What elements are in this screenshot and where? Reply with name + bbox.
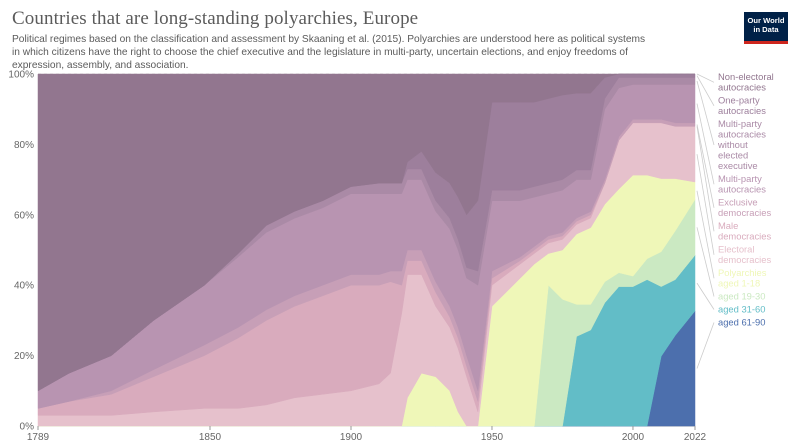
legend-label-one-party-autocracies[interactable]: One-party autocracies bbox=[718, 95, 766, 117]
chart-title: Countries that are long-standing polyarc… bbox=[12, 8, 419, 29]
legend-connector bbox=[696, 322, 715, 369]
legend-connector bbox=[696, 190, 715, 279]
y-tick-label: 100% bbox=[8, 70, 34, 81]
legend-label-multi-party-autocracies[interactable]: Multi-party autocracies bbox=[718, 173, 766, 195]
legend-label-exclusive-democracies[interactable]: Exclusive democracies bbox=[718, 197, 771, 219]
owid-logo[interactable]: Our World in Data bbox=[744, 12, 788, 44]
legend-label-polyarchies-aged-1-18[interactable]: Polyarchies aged 1-18 bbox=[718, 267, 767, 289]
area-non-electoral-autocracies[interactable] bbox=[37, 73, 695, 392]
legend-connector bbox=[696, 73, 715, 83]
y-tick-label: 20% bbox=[14, 351, 34, 362]
legend-label-multi-party-autocracies-without-elected-executive[interactable]: Multi-party autocracies without elected exec… bbox=[717, 118, 766, 171]
logo-line-2: in Data bbox=[753, 25, 779, 34]
legend-label-aged-61-90[interactable]: aged 61-90 bbox=[718, 317, 765, 328]
x-tick-label: 1900 bbox=[340, 432, 363, 443]
chart-subtitle: Political regimes based on the classific… bbox=[12, 34, 646, 71]
legend-label-aged-19-30[interactable]: aged 19-30 bbox=[718, 291, 765, 302]
y-axis-ticks: 0% 20% 40% 60% 80% 100% bbox=[8, 70, 34, 433]
x-tick-label: 2000 bbox=[622, 432, 645, 443]
y-tick-label: 40% bbox=[14, 281, 34, 292]
legend-label-male-democracies[interactable]: Male democracies bbox=[718, 220, 771, 242]
area-layers[interactable] bbox=[37, 73, 696, 427]
x-tick-label: 1950 bbox=[481, 432, 504, 443]
legend-connector bbox=[696, 80, 715, 146]
legend-connector bbox=[696, 75, 715, 106]
x-tick-label: 1850 bbox=[199, 432, 222, 443]
legend-connector bbox=[696, 154, 715, 255]
legend-connector bbox=[696, 124, 715, 208]
x-axis-ticks: 1789 1850 1900 1950 2000 2022 bbox=[27, 426, 707, 443]
legend-connector bbox=[696, 282, 715, 310]
y-tick-label: 0% bbox=[20, 422, 35, 433]
x-tick-label: 1789 bbox=[27, 432, 50, 443]
legend-label-non-electoral-autocracies[interactable]: Non-electoral autocracies bbox=[718, 71, 774, 93]
legend-label-aged-31-60[interactable]: aged 31-60 bbox=[718, 304, 765, 315]
logo-line-1: Our World bbox=[747, 16, 785, 25]
legend-label-electoral-democracies[interactable]: Electoral democracies bbox=[718, 244, 771, 266]
x-tick-label: 2022 bbox=[684, 432, 707, 443]
legend-connector bbox=[696, 126, 715, 232]
y-tick-label: 80% bbox=[14, 140, 34, 151]
legend-connector bbox=[696, 227, 715, 297]
y-tick-label: 60% bbox=[14, 210, 34, 221]
legend-connector bbox=[696, 103, 715, 185]
